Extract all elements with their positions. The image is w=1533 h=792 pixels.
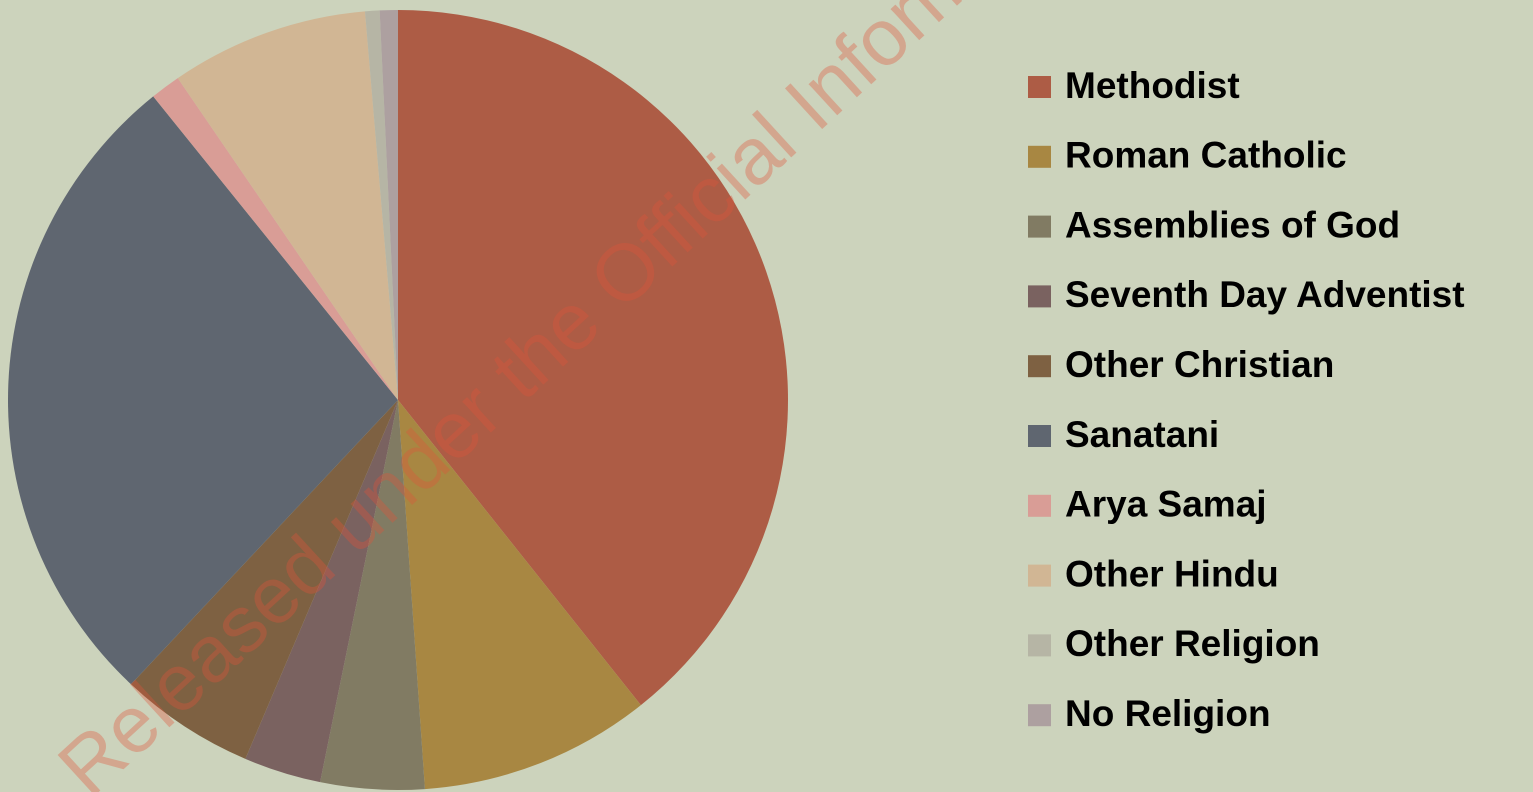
legend-label: Sanatani bbox=[1065, 414, 1219, 455]
pie-slice bbox=[398, 400, 641, 790]
legend-label: Arya Samaj bbox=[1065, 484, 1267, 525]
legend-label: Assemblies of God bbox=[1065, 204, 1400, 245]
pie-slice bbox=[131, 400, 399, 759]
legend-swatch bbox=[1028, 425, 1051, 447]
legend-label: Other Christian bbox=[1065, 344, 1334, 385]
legend-label: Roman Catholic bbox=[1065, 135, 1347, 176]
legend-swatch bbox=[1028, 704, 1051, 727]
pie-slice bbox=[320, 400, 425, 790]
legend: Methodist Roman Catholic Assemblies of God… bbox=[1028, 65, 1465, 734]
legend-label: Other Hindu bbox=[1065, 553, 1279, 594]
legend-swatch bbox=[1028, 494, 1051, 517]
pie-slice bbox=[177, 11, 398, 401]
pie-slice bbox=[245, 400, 398, 783]
legend-label: Methodist bbox=[1065, 65, 1240, 106]
legend-label: No Religion bbox=[1065, 693, 1271, 734]
legend-label: Seventh Day Adventist bbox=[1065, 274, 1465, 315]
legend-swatch bbox=[1028, 145, 1051, 168]
legend-swatch bbox=[1028, 564, 1051, 587]
legend-swatch bbox=[1028, 355, 1051, 378]
pie-slice bbox=[398, 10, 788, 706]
legend-swatch bbox=[1028, 76, 1051, 98]
legend-swatch bbox=[1028, 285, 1051, 308]
pie-slice bbox=[364, 10, 398, 400]
legend-swatch bbox=[1028, 215, 1051, 238]
legend-label: Other Religion bbox=[1065, 623, 1320, 664]
legend-swatch bbox=[1028, 634, 1051, 657]
pie-slice bbox=[153, 78, 398, 400]
pie-slice bbox=[7, 96, 398, 685]
pie bbox=[7, 10, 788, 790]
pie-slice bbox=[379, 10, 398, 400]
